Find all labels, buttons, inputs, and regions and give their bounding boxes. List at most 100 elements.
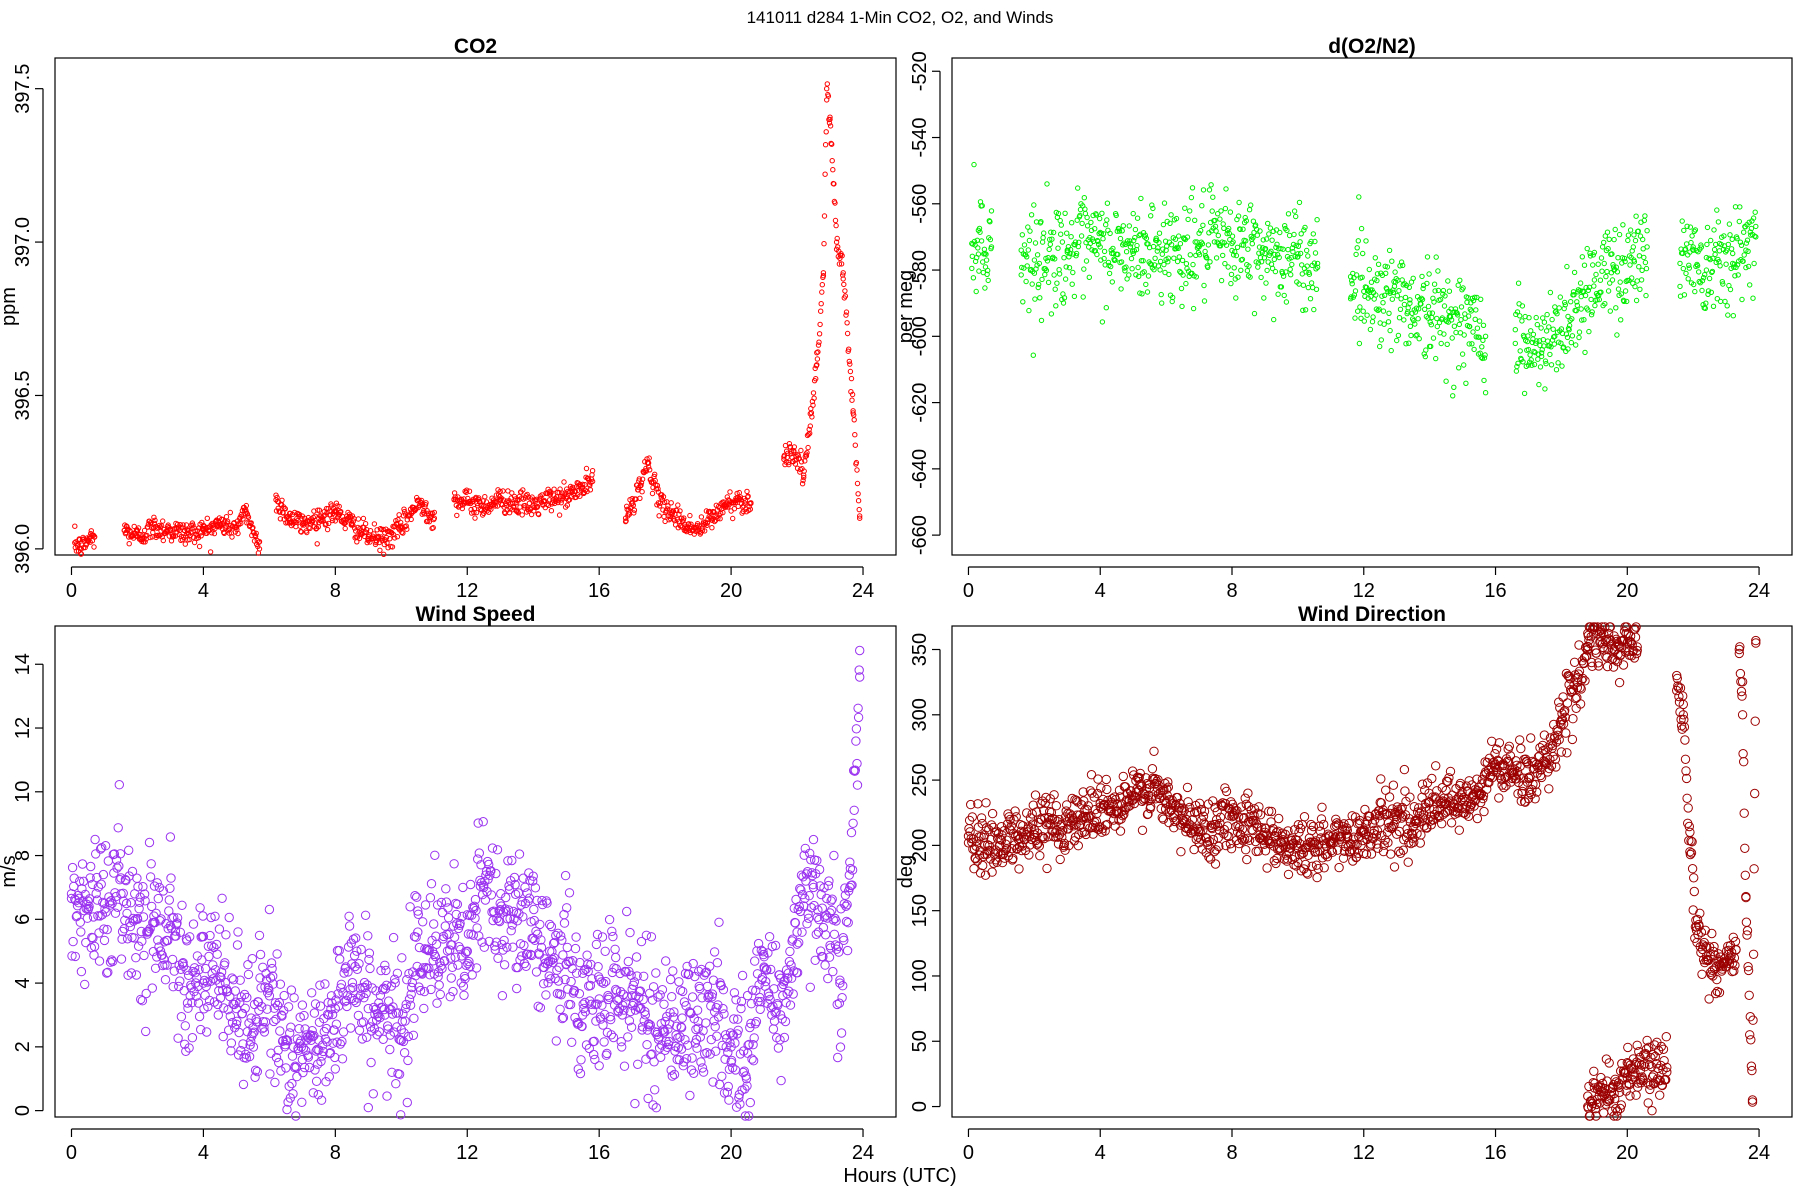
wind-speed-data-point: [852, 758, 862, 769]
wind-speed-data-point: [819, 883, 829, 893]
wind-speed-data-point: [390, 978, 400, 988]
wind-speed-data-point: [492, 845, 503, 855]
co2-data-point: [711, 518, 718, 525]
co2-data-point: [227, 509, 234, 516]
o2-data-point: [1431, 299, 1437, 305]
wind-speed-data-point: [742, 1048, 753, 1058]
o2-data-point: [1515, 280, 1522, 286]
wind-speed-data-point: [751, 1016, 762, 1027]
co2-data-point: [360, 515, 367, 522]
wind-direction-x-tick-label: 4: [1095, 1142, 1106, 1164]
o2-data-point: [1366, 266, 1373, 273]
wind-speed-data-point: [667, 992, 677, 1002]
co2-data-point: [91, 544, 97, 550]
o2-data-point: [1176, 233, 1182, 239]
wind-speed-data-point: [226, 1038, 237, 1048]
co2-data-point: [854, 467, 860, 473]
co2-data-point: [803, 453, 810, 459]
wind-direction-data-point: [1163, 782, 1174, 792]
wind-speed-data-point: [805, 982, 815, 992]
wind-direction-data-point: [1199, 806, 1210, 817]
o2-data-point: [1256, 250, 1262, 256]
o2-data-point: [1563, 331, 1570, 337]
wind-direction-data-point: [1199, 818, 1209, 828]
wind-speed-data-point: [560, 974, 570, 985]
o2-data-point: [1278, 245, 1284, 252]
wind-speed-data-point: [362, 980, 372, 990]
o2-y-tick-label: -580: [909, 250, 931, 290]
wind-speed-data-point: [729, 1014, 739, 1024]
co2-data-point: [349, 521, 355, 527]
o2-data-point: [1235, 213, 1242, 219]
wind-speed-data-point: [512, 983, 522, 994]
o2-data-point: [1142, 232, 1149, 238]
wind-direction-data-point: [1371, 830, 1382, 840]
wind-speed-data-point: [403, 1031, 414, 1042]
wind-speed-data-point: [748, 1056, 759, 1066]
o2-data-point: [1696, 269, 1702, 275]
o2-data-point: [969, 265, 975, 272]
co2-data-point: [816, 339, 822, 345]
o2-data-point: [1554, 311, 1560, 317]
o2-data-point: [1041, 230, 1047, 236]
wind-speed-data-point: [354, 959, 364, 969]
co2-data-point: [704, 520, 711, 526]
wind-speed-data-point: [335, 954, 345, 964]
o2-data-point: [1569, 316, 1575, 322]
o2-data-point: [1408, 332, 1414, 339]
o2-data-point: [1568, 339, 1575, 346]
o2-data-point: [1548, 344, 1554, 350]
o2-data-point: [1314, 260, 1321, 267]
wind-direction-data-point: [1176, 847, 1186, 857]
o2-data-point: [1704, 224, 1711, 231]
co2-data-point: [73, 548, 80, 554]
co2-data-point: [636, 484, 642, 491]
wind-direction-data-point: [1236, 802, 1247, 812]
o2-data-point: [1234, 244, 1241, 251]
wind-direction-data-point: [1266, 817, 1276, 827]
wind-speed-data-point: [232, 940, 243, 950]
o2-data-point: [1174, 258, 1181, 265]
o2-data-point: [1696, 278, 1702, 285]
wind-speed-data-point: [573, 1064, 583, 1074]
co2-data-point: [362, 521, 369, 527]
o2-data-point: [1631, 257, 1637, 263]
wind-speed-data-point: [205, 930, 215, 941]
o2-data-point: [1255, 264, 1261, 270]
wind-direction-data-point: [1187, 815, 1198, 825]
o2-data-point: [1240, 242, 1247, 248]
o2-data-point: [1314, 264, 1321, 270]
wind-speed-data-point: [570, 943, 581, 954]
wind-speed-data-point: [478, 817, 488, 827]
o2-data-point: [1753, 234, 1759, 240]
o2-data-point: [1729, 236, 1735, 243]
wind-direction-data-point: [992, 857, 1002, 867]
o2-data-point: [1238, 267, 1244, 273]
co2-data-point: [791, 448, 797, 454]
wind-direction-data-point: [1240, 793, 1250, 803]
wind-direction-y-tick-label: 100: [909, 959, 931, 992]
wind-speed-data-point: [372, 1030, 382, 1040]
o2-data-point: [1549, 316, 1555, 323]
o2-data-point: [1730, 260, 1736, 267]
wind-direction-data-point: [1375, 810, 1385, 821]
wind-direction-data-point: [1316, 814, 1327, 824]
wind-speed-data-point: [399, 1048, 410, 1058]
wind-direction-data-point: [1238, 836, 1248, 846]
wind-direction-data-point: [1432, 786, 1442, 796]
wind-speed-data-point: [697, 1063, 708, 1073]
wind-speed-data-point: [166, 873, 176, 883]
wind-speed-data-point: [248, 1042, 259, 1052]
co2-data-point: [430, 525, 436, 531]
o2-data-point: [1038, 317, 1045, 324]
co2-data-point: [351, 525, 358, 531]
o2-data-point: [1474, 325, 1481, 331]
wind-speed-data-point: [736, 1003, 746, 1014]
co2-x-tick-label: 16: [588, 580, 610, 602]
wind-speed-data-point: [736, 996, 747, 1007]
wind-direction-x-tick-label: 0: [963, 1142, 974, 1164]
o2-data-point: [1099, 210, 1105, 217]
o2-data-point: [1044, 258, 1051, 264]
wind-speed-data-point: [845, 882, 855, 893]
o2-data-point: [1724, 303, 1730, 309]
